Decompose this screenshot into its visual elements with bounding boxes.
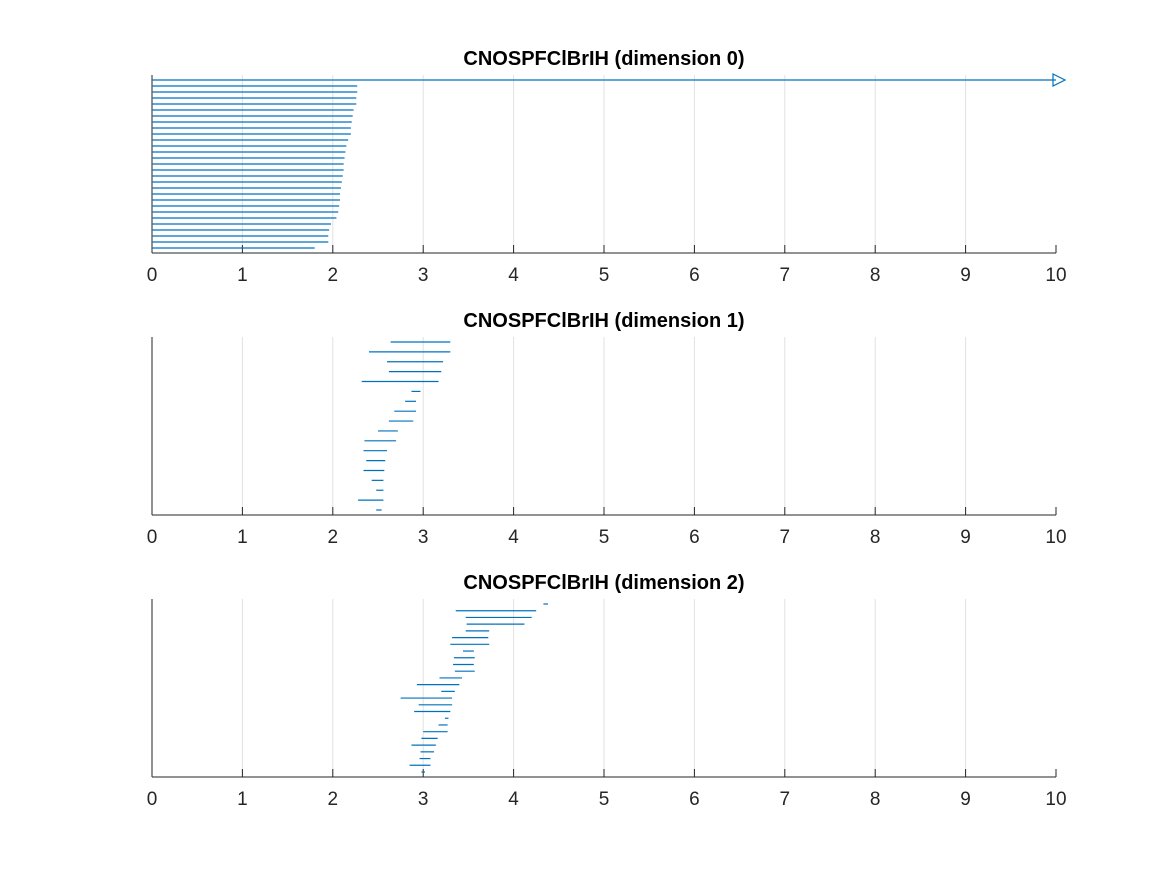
x-tick-label: 7 bbox=[780, 527, 791, 548]
x-tick-label: 3 bbox=[418, 265, 429, 286]
x-tick-label: 1 bbox=[237, 527, 248, 548]
x-tick-label: 6 bbox=[689, 789, 700, 810]
x-tick-label: 10 bbox=[1045, 527, 1066, 548]
x-tick-label: 5 bbox=[599, 265, 610, 286]
x-tick-label: 9 bbox=[960, 265, 971, 286]
x-tick-label: 7 bbox=[780, 789, 791, 810]
x-tick-label: 6 bbox=[689, 527, 700, 548]
x-tick-label: 4 bbox=[508, 527, 519, 548]
x-tick-label: 2 bbox=[328, 789, 339, 810]
infinity-arrow-marker bbox=[1052, 73, 1067, 87]
x-tick-label: 5 bbox=[599, 789, 610, 810]
barcode-panel-1: 0 1 2 3 4 5 6 7 8 9 10 CNOSPFClBrIH (dimension 1) bbox=[147, 310, 1067, 548]
x-tick-label: 1 bbox=[237, 265, 248, 286]
x-tick-label: 2 bbox=[328, 265, 339, 286]
x-tick-label: 3 bbox=[418, 789, 429, 810]
x-tick-label: 8 bbox=[870, 527, 881, 548]
x-tick-label: 3 bbox=[418, 527, 429, 548]
x-tick-label: 9 bbox=[960, 789, 971, 810]
x-tick-label: 4 bbox=[508, 789, 519, 810]
x-tick-label: 2 bbox=[328, 527, 339, 548]
x-tick-label: 0 bbox=[147, 527, 158, 548]
x-tick-label: 6 bbox=[689, 265, 700, 286]
x-tick-label: 8 bbox=[870, 265, 881, 286]
x-tick-label: 5 bbox=[599, 527, 610, 548]
barcode-panel-2: 0 1 2 3 4 5 6 7 8 9 10 CNOSPFClBrIH (dimension 2) bbox=[147, 572, 1067, 810]
x-tick-label: 10 bbox=[1045, 789, 1066, 810]
x-tick-label: 0 bbox=[147, 789, 158, 810]
chart-title: CNOSPFClBrIH (dimension 2) bbox=[463, 572, 744, 594]
x-tick-label: 0 bbox=[147, 265, 158, 286]
chart-title: CNOSPFClBrIH (dimension 1) bbox=[463, 310, 744, 332]
chart-title: CNOSPFClBrIH (dimension 0) bbox=[463, 48, 744, 70]
x-tick-label: 1 bbox=[237, 789, 248, 810]
x-tick-label: 8 bbox=[870, 789, 881, 810]
x-tick-label: 10 bbox=[1045, 265, 1066, 286]
barcode-panel-0: 0 1 2 3 4 5 6 7 8 9 10 CNOSPFClBrIH (dimension 0) bbox=[147, 48, 1067, 286]
x-tick-label: 7 bbox=[780, 265, 791, 286]
x-tick-label: 9 bbox=[960, 527, 971, 548]
x-tick-label: 4 bbox=[508, 265, 519, 286]
